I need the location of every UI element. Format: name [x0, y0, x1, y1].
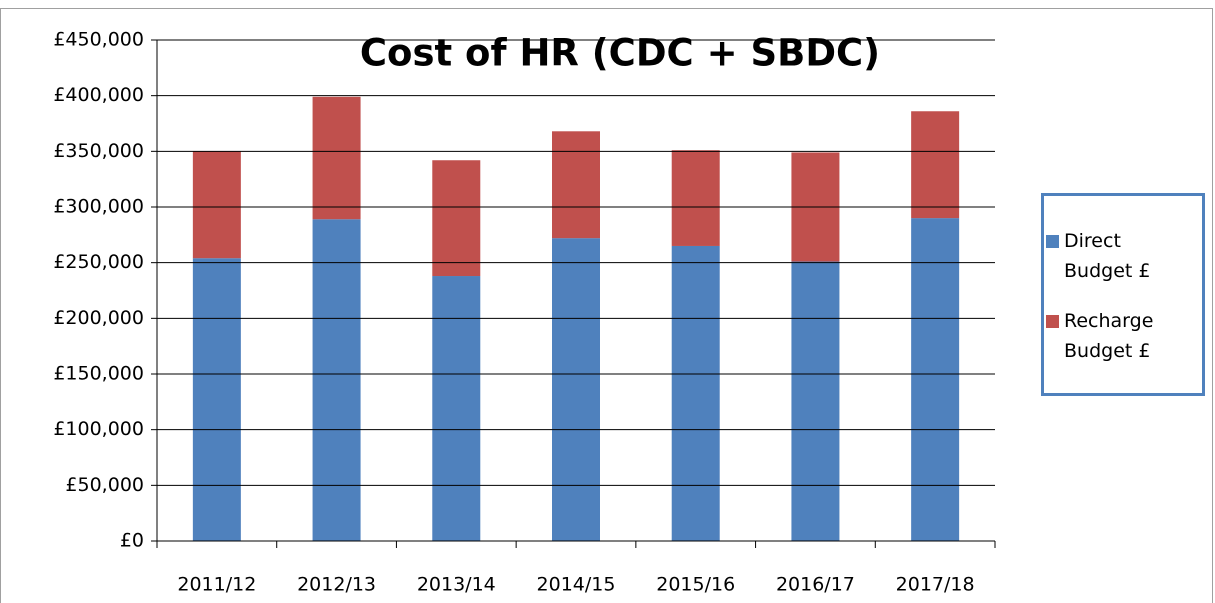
y-tick-label: £150,000 [53, 363, 144, 385]
y-tick-label: £300,000 [53, 196, 144, 218]
legend-entry: Recharge Budget £ [1046, 306, 1184, 366]
y-tick-label: £400,000 [53, 84, 144, 106]
bars [192, 96, 960, 541]
bar-segment [671, 150, 720, 246]
chart-title: Cost of HR (CDC + SBDC) [360, 32, 880, 75]
bar-segment [312, 219, 361, 541]
legend-entry: Direct Budget £ [1046, 226, 1184, 286]
y-tick-label: £250,000 [53, 251, 144, 273]
y-tick-label: £350,000 [53, 140, 144, 162]
x-tick-label: 2014/15 [537, 574, 616, 596]
bar-segment [911, 218, 960, 541]
bar-segment [312, 96, 361, 220]
bar-segment [552, 238, 600, 541]
bar-segment [192, 258, 241, 541]
x-tick-label: 2011/12 [177, 574, 256, 596]
bar-segment [192, 151, 241, 259]
y-tick-label: £450,000 [53, 29, 144, 51]
bar-segment [552, 131, 600, 239]
chart-frame [0, 8, 1213, 603]
x-tick-label: 2017/18 [896, 574, 975, 596]
legend-swatch [1046, 315, 1059, 328]
y-tick-label: £0 [120, 530, 144, 552]
legend-label: Recharge Budget £ [1064, 310, 1154, 362]
bar-segment [911, 111, 960, 219]
bar-segment [432, 276, 481, 541]
x-tick-label: 2012/13 [297, 574, 376, 596]
y-tick-label: £200,000 [53, 307, 144, 329]
x-tick-label: 2016/17 [776, 574, 855, 596]
legend: Direct Budget £ Recharge Budget £ [1041, 193, 1205, 396]
x-tick-label: 2015/16 [656, 574, 735, 596]
bar-segment [671, 245, 720, 541]
bar-segment [791, 261, 840, 541]
bar-segment [432, 160, 481, 277]
legend-label: Direct Budget £ [1064, 230, 1151, 282]
legend-swatch [1046, 235, 1059, 248]
y-tick-label: £100,000 [53, 418, 144, 440]
y-tick-label: £50,000 [65, 474, 144, 496]
x-tick-label: 2013/14 [417, 574, 496, 596]
